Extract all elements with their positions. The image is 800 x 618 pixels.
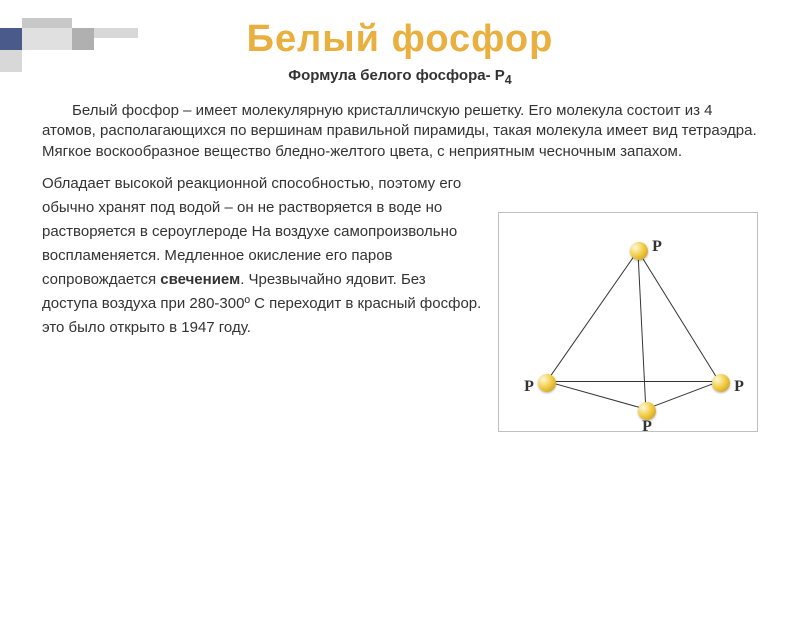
atom-label: P [652,238,662,256]
phosphorus-atom [538,374,556,392]
molecule-diagram: PPPP [498,212,758,432]
deco-box [22,28,72,50]
formula-base: P [495,67,505,84]
phosphorus-atom [630,242,648,260]
bold-term: свечением [160,271,240,288]
deco-box [72,28,94,50]
paragraph-2: Обладает высокой реакционной способность… [42,172,482,432]
deco-box [0,28,22,50]
formula-subscript: 4 [505,73,512,87]
atom-label: P [524,378,534,396]
tetrahedron-edges [499,213,757,431]
deco-box [22,18,72,28]
atom-label: P [642,418,652,436]
lower-section: Обладает высокой реакционной способность… [42,172,758,432]
atom-label: P [734,378,744,396]
phosphorus-atom [712,374,730,392]
deco-box [0,50,22,72]
corner-decoration [0,18,140,78]
subtitle-prefix: Формула белого фосфора- [288,67,494,84]
content-area: Белый фосфор – имеет молекулярную криста… [0,101,800,432]
paragraph-1: Белый фосфор – имеет молекулярную криста… [42,101,758,162]
diagram-inner: PPPP [499,213,757,431]
deco-box [94,28,138,38]
